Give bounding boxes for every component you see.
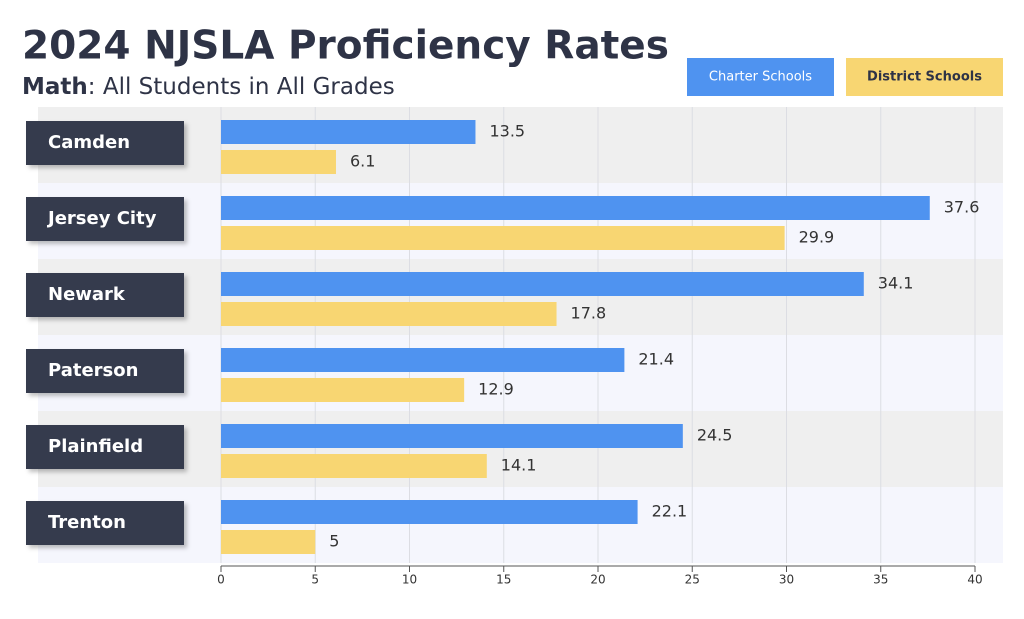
category-box [26, 121, 184, 165]
category-label: Newark [48, 284, 126, 305]
value-label: 5 [329, 532, 339, 551]
category-box [26, 501, 184, 545]
category-label: Plainfield [48, 436, 143, 457]
category-label: Trenton [48, 512, 126, 533]
value-label: 6.1 [350, 152, 375, 171]
bar [221, 226, 785, 250]
x-tick-label: 30 [779, 573, 794, 587]
row-band [38, 335, 1003, 411]
x-tick-label: 0 [217, 573, 225, 587]
value-label: 14.1 [501, 456, 537, 475]
bar [221, 196, 930, 220]
chart-subtitle: Math: All Students in All Grades [22, 74, 395, 100]
value-label: 17.8 [571, 304, 607, 323]
bar [221, 150, 336, 174]
x-tick-label: 25 [685, 573, 700, 587]
bar [221, 424, 683, 448]
x-tick-label: 10 [402, 573, 417, 587]
legend-swatch [846, 58, 1003, 96]
bar [221, 500, 638, 524]
bar [221, 120, 476, 144]
category-label: Camden [48, 132, 130, 153]
value-label: 24.5 [697, 426, 733, 445]
category-box [26, 349, 184, 393]
bar [221, 530, 316, 554]
value-label: 13.5 [489, 122, 525, 141]
bar [221, 454, 487, 478]
grid: 0 5 10 15 20 25 30 35 40 [217, 107, 983, 587]
bar [221, 378, 465, 402]
row-bands [38, 107, 1003, 563]
marks: 13.5 37.6 34.1 21.4 24.5 22.1 6.1 29.9 17.8 12.9 1… [221, 120, 979, 554]
x-tick-label: 20 [590, 573, 605, 587]
row-band [38, 487, 1003, 563]
bar [221, 348, 625, 372]
legend-swatch [687, 58, 834, 96]
legend-label: Charter Schools [709, 70, 812, 85]
chart-title: 2024 NJSLA Proficiency Rates [22, 24, 669, 69]
value-label: 34.1 [878, 274, 914, 293]
category-label: Jersey City [46, 208, 157, 229]
value-label: 12.9 [478, 380, 514, 399]
category-box [26, 273, 184, 317]
value-label: 22.1 [652, 502, 688, 521]
legend-label: District Schools [867, 70, 982, 85]
subtitle-emphasis: Math [22, 74, 88, 100]
category-box [26, 197, 184, 241]
bar [221, 302, 557, 326]
x-tick-label: 40 [967, 573, 982, 587]
x-tick-label: 35 [873, 573, 888, 587]
value-label: 21.4 [638, 350, 674, 369]
category-box [26, 425, 184, 469]
category-label: Paterson [48, 360, 138, 381]
bar [221, 272, 864, 296]
value-label: 37.6 [944, 198, 980, 217]
x-tick-label: 15 [496, 573, 511, 587]
row-band [38, 107, 1003, 183]
x-tick-label: 5 [311, 573, 319, 587]
row-band [38, 411, 1003, 487]
value-label: 29.9 [799, 228, 835, 247]
subtitle-text: : All Students in All Grades [88, 74, 395, 100]
